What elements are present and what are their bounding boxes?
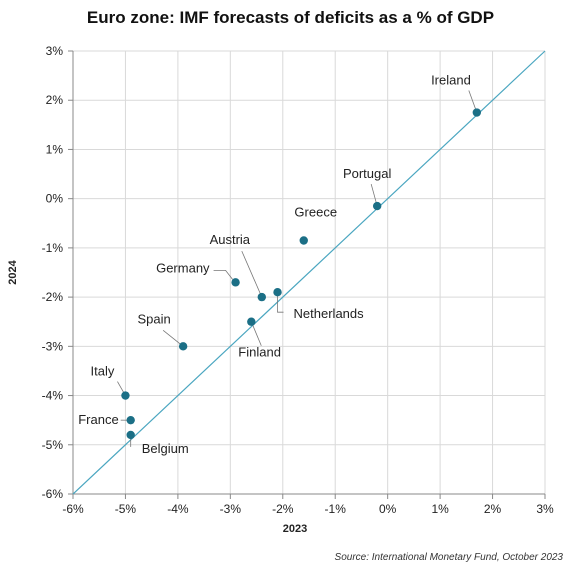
point-label-finland: Finland xyxy=(238,345,281,360)
source-note: Source: International Monetary Fund, Oct… xyxy=(334,552,563,563)
x-axis-title: 2023 xyxy=(283,523,307,535)
leader-line-spain xyxy=(162,330,184,347)
x-tick-label: -3% xyxy=(220,502,242,516)
data-point-ireland xyxy=(472,108,482,117)
chart-title: Euro zone: IMF forecasts of deficits as … xyxy=(86,8,495,27)
y-tick-label: 1% xyxy=(46,142,64,156)
tick-labels: -6% -5% -4% -3% -2% -1% 0% 1% 2% 3% 3% 2% 1% 0% -1% -2%… xyxy=(42,44,554,516)
data-point-austria xyxy=(257,292,266,302)
y-tick-label: 2% xyxy=(46,93,64,107)
x-tick-label: -4% xyxy=(167,502,189,516)
y-tick-label: -4% xyxy=(42,389,64,403)
leader-line-finland xyxy=(250,321,262,346)
axes xyxy=(68,50,546,499)
data-point-portugal xyxy=(372,201,382,211)
point-label-portugal: Portugal xyxy=(343,166,392,181)
point-labels: Ireland Portugal Greece Austria Netherlands G… xyxy=(78,73,471,456)
data-point-france xyxy=(126,415,135,425)
data-point-spain xyxy=(178,342,188,351)
point-label-spain: Spain xyxy=(138,311,171,326)
x-tick-label: -2% xyxy=(272,502,294,516)
point-label-netherlands: Netherlands xyxy=(294,306,365,321)
y-tick-label: -1% xyxy=(42,241,64,255)
leader-line-netherlands xyxy=(277,292,284,313)
leader-line-germany xyxy=(213,269,233,280)
y-tick-label: 3% xyxy=(46,44,64,58)
data-point-belgium xyxy=(126,430,135,440)
point-label-austria: Austria xyxy=(210,232,251,247)
data-point-greece xyxy=(299,236,308,245)
y-tick-label: -5% xyxy=(42,438,64,452)
x-tick-label: 3% xyxy=(536,502,554,516)
x-tick-label: 2% xyxy=(484,502,502,516)
point-label-greece: Greece xyxy=(294,205,337,220)
leader-line-austria xyxy=(241,250,263,298)
y-tick-label: -2% xyxy=(42,290,64,304)
reference-line-y-equals-x xyxy=(72,50,546,495)
y-tick-label: -6% xyxy=(42,487,64,501)
data-points xyxy=(121,108,482,440)
x-tick-label: -5% xyxy=(115,502,137,516)
data-point-germany xyxy=(231,278,240,287)
x-tick-label: -6% xyxy=(62,502,84,516)
point-label-belgium: Belgium xyxy=(142,441,189,456)
data-point-finland xyxy=(247,317,256,326)
y-tick-label: -3% xyxy=(42,339,64,353)
x-tick-label: -1% xyxy=(325,502,347,516)
data-point-netherlands xyxy=(273,287,282,297)
x-tick-label: 0% xyxy=(379,502,397,516)
x-tick-label: 1% xyxy=(431,502,449,516)
point-label-ireland: Ireland xyxy=(431,73,471,88)
reference-line-layer xyxy=(72,50,546,495)
point-label-germany: Germany xyxy=(156,260,210,275)
data-point-italy xyxy=(121,391,130,400)
point-label-france: France xyxy=(78,412,118,427)
point-label-italy: Italy xyxy=(91,364,115,379)
grid-lines xyxy=(72,50,546,495)
y-tick-label: 0% xyxy=(46,192,64,206)
y-axis-title: 2024 xyxy=(7,259,19,284)
